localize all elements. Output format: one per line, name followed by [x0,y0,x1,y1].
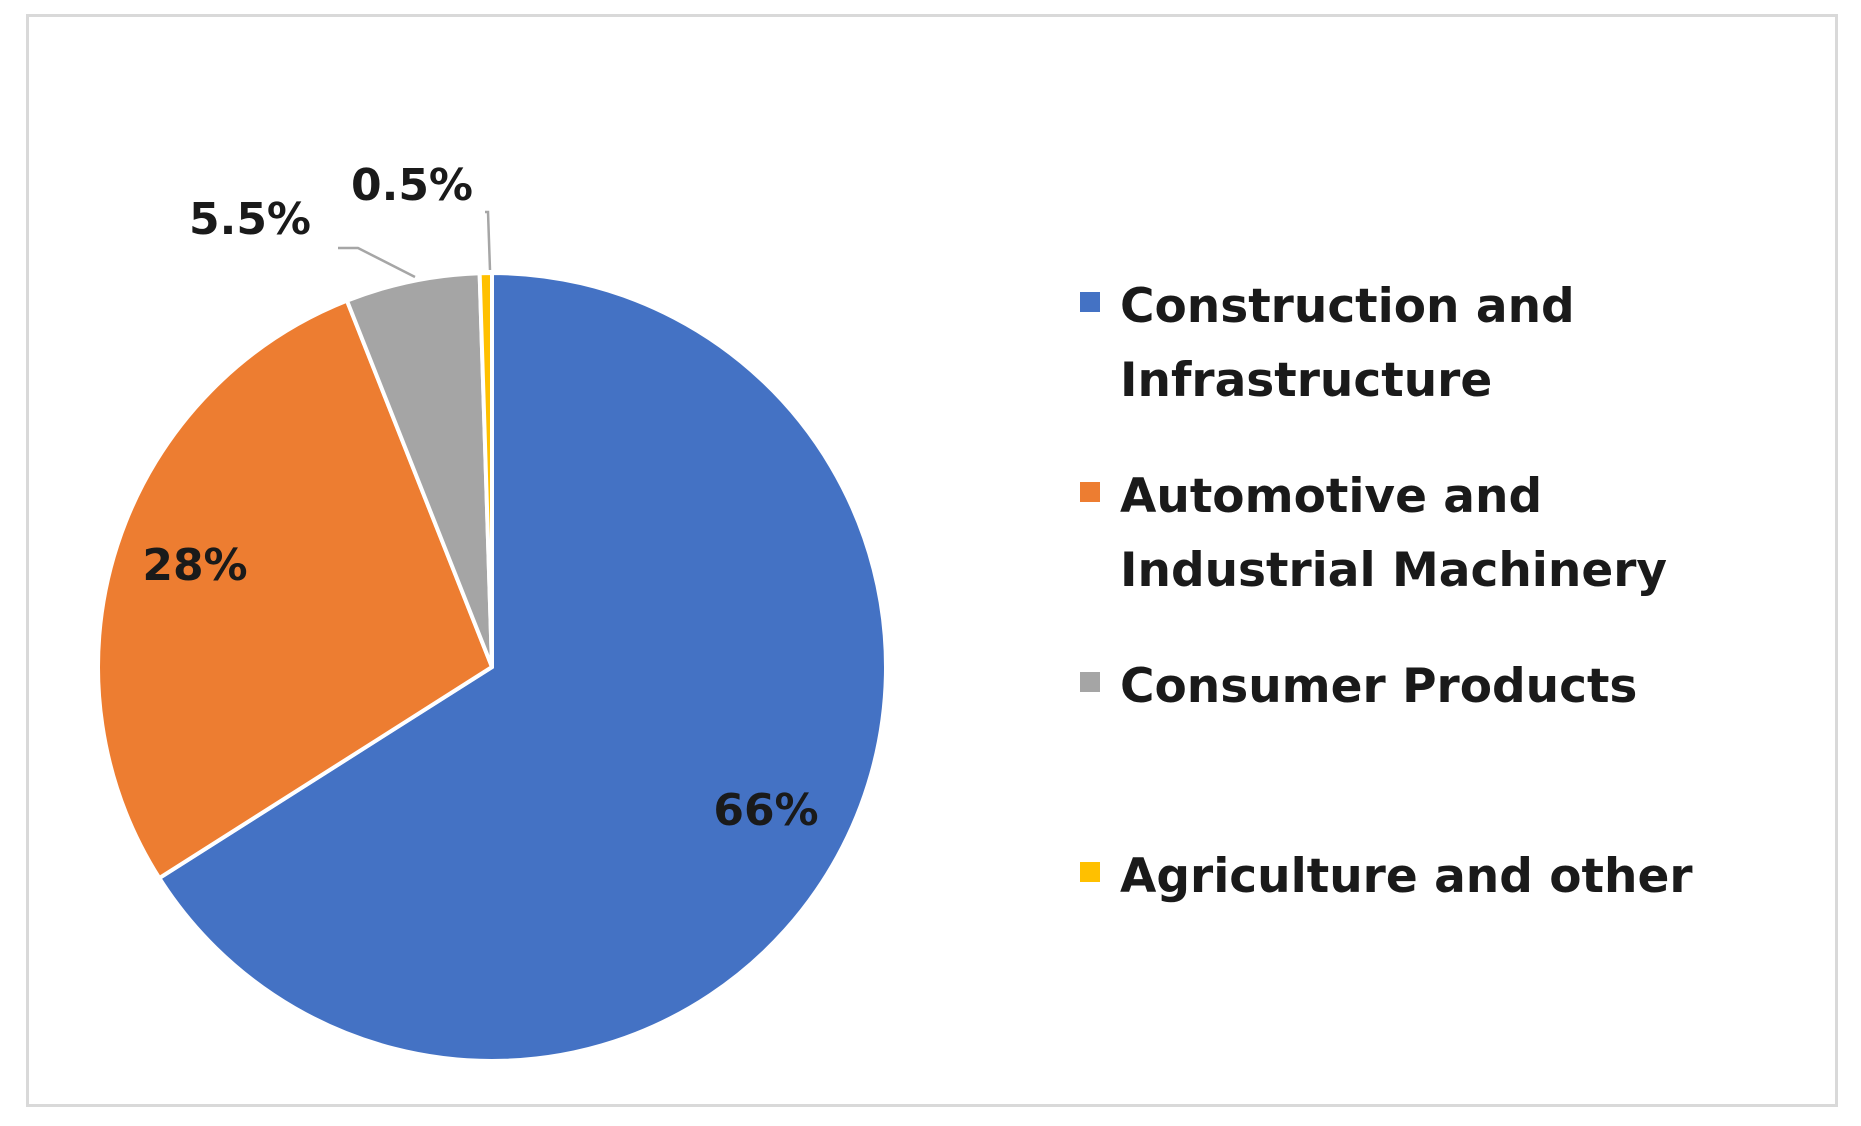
pie-slice-consumer [344,271,494,669]
data-label-agriculture: 0.5% [351,160,473,211]
pie-slice-construction [157,271,888,1063]
legend-label-automotive: Automotive and Industrial Machinery [1120,469,1668,598]
legend-swatch-construction [1080,292,1100,312]
legend-item-construction: Construction and Infrastructure [1080,270,1575,418]
data-label-consumer: 5.5% [189,194,311,245]
leader-line-agriculture [485,210,492,271]
legend-label-construction: Construction and Infrastructure [1120,279,1575,408]
legend-swatch-consumer [1080,672,1100,692]
data-label-construction: 66% [713,785,818,836]
leader-line-consumer [338,246,416,279]
legend-label-consumer: Consumer Products [1120,659,1638,714]
legend-item-consumer: Consumer Products [1080,650,1637,724]
legend-swatch-automotive [1080,482,1100,502]
legend-item-automotive: Automotive and Industrial Machinery [1080,460,1667,608]
pie-slice-agriculture [477,270,494,669]
legend-item-agriculture: Agriculture and other [1080,840,1693,914]
pie-slice-automotive [96,298,494,881]
data-label-automotive: 28% [142,540,247,591]
legend-label-agriculture: Agriculture and other [1120,849,1693,904]
legend-swatch-agriculture [1080,862,1100,882]
